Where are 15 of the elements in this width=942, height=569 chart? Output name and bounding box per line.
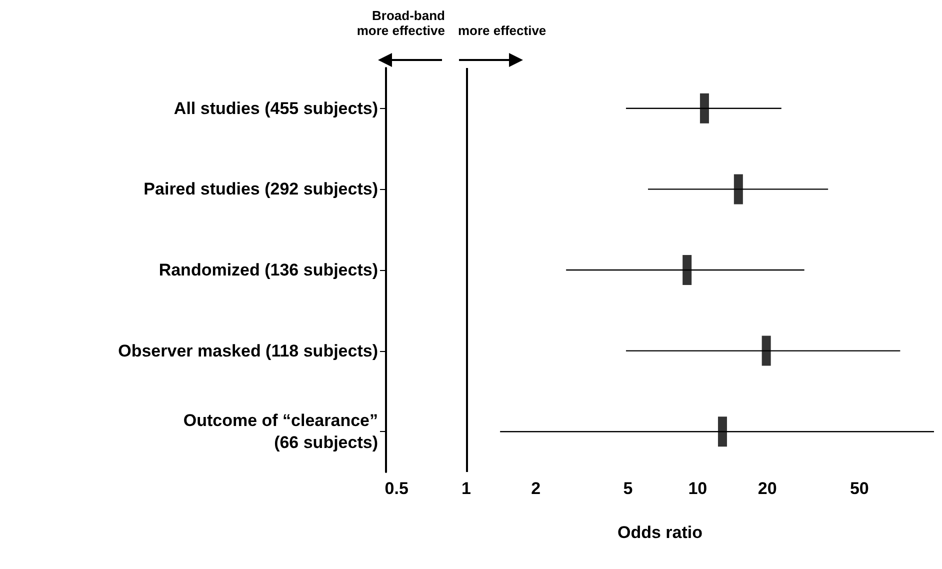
y-tick-label: Paired studies (292 subjects) [144,180,378,199]
y-tick-label: All studies (455 subjects) [174,98,378,118]
x-tick-label: 1 [462,479,471,498]
x-tick-label: 2 [531,479,541,498]
y-tick-label: Outcome of “clearance” (66 subjects) [183,411,378,452]
x-tick-label: 5 [623,479,633,498]
y-tick-label: Observer masked (118 subjects) [118,341,378,360]
x-tick-label: 50 [850,479,869,498]
x-tick-label: 20 [758,479,777,498]
x-tick-label: 0.5 [384,479,408,498]
y-tick-label: Randomized (136 subjects) [158,260,378,280]
text: Broad-band more effective [356,8,445,38]
text: more effective [458,23,548,38]
x-tick-label: 10 [688,479,708,498]
x-axis-title: Odds ratio [617,523,703,542]
